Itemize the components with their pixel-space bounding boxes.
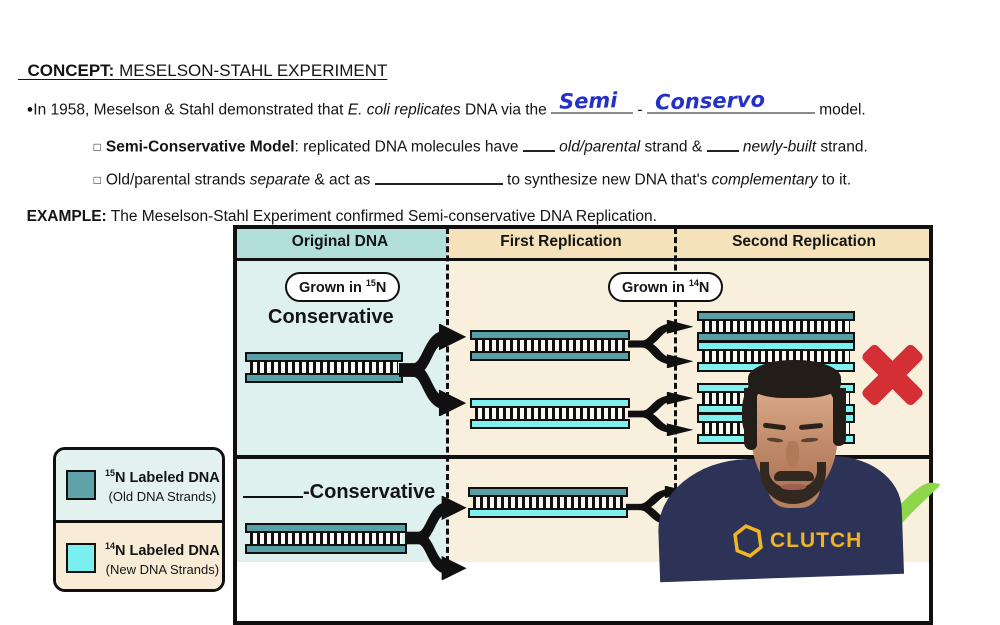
line1-post: model. <box>814 101 866 119</box>
dot-bullet-icon: ● <box>26 103 34 116</box>
dna-second-rep-new-new-3 <box>697 413 855 444</box>
concept-heading: CONCEPT: MESELSON-STAHL EXPERIMENT <box>18 38 387 82</box>
sub1-italic2: newly-built <box>742 138 817 156</box>
bullet-line-1958: ●In 1958, Meselson & Stahl demonstrated … <box>18 74 866 121</box>
replication-fork-arrow <box>626 486 692 528</box>
legend-item-14n: 14N Labeled DNA (New DNA Strands) <box>56 523 222 589</box>
fill-in-blank-2: Conservo <box>646 88 815 115</box>
dna-first-rep-new-new <box>470 398 630 429</box>
header-second-replication: Second Replication <box>675 225 933 258</box>
header-label: Second Replication <box>732 232 876 250</box>
replication-fork-arrow <box>399 324 467 416</box>
sub1-post: strand. <box>816 138 868 156</box>
sub2-mid: & act as <box>310 171 375 189</box>
row-label-conservative: Conservative <box>268 306 394 328</box>
sub2-pre: Old/parental strands <box>105 171 250 189</box>
dna-original2-old-old <box>245 523 407 554</box>
sub-bullet-model: □ Semi-Conservative Model: replicated DNA… <box>85 112 868 159</box>
dna-first-rep-hybrid <box>468 487 628 518</box>
header-label: Original DNA <box>291 232 389 250</box>
square-bullet-icon: □ <box>93 172 101 187</box>
legend-subtitle: (New DNA Strands) <box>105 562 220 578</box>
grown-in-15n-pill: Grown in 15N <box>285 272 401 302</box>
blank-semi <box>243 476 303 498</box>
header-first-replication: First Replication <box>447 225 675 258</box>
original-dna-column-bg <box>233 258 447 562</box>
line1-text: In 1958, Meselson & Stahl demonstrated t… <box>33 101 348 119</box>
sub1-mid1: : replicated DNA molecules have <box>294 138 523 156</box>
sub1-bold: Semi-Conservative Model <box>105 138 295 156</box>
legend-title: N Labeled DNA <box>115 542 220 559</box>
blank-template <box>374 167 503 185</box>
replication-fork-arrow <box>628 392 694 436</box>
grown-in-14n-pill: Grown in 14N <box>608 272 724 302</box>
concept-label: CONCEPT: <box>27 61 115 80</box>
fill-in-blank-1: Semi <box>551 89 634 115</box>
sub2-italic2: complementary <box>711 171 818 189</box>
sub2-end: to it. <box>817 171 852 189</box>
example-label: EXAMPLE: <box>26 208 107 225</box>
sub2-post: to synthesize new DNA that's <box>502 171 712 189</box>
old-dna-swatch-icon <box>66 470 96 500</box>
line1-dash: - <box>633 101 647 119</box>
handwritten-conservo: Conservo <box>654 87 766 115</box>
replication-fork-arrow <box>628 320 694 368</box>
example-text: The Meselson-Stahl Experiment confirmed … <box>106 208 657 225</box>
line1-mid: DNA via the <box>460 101 552 119</box>
blank-new-count <box>706 134 739 152</box>
row-label-semi-conservative: -Conservative <box>243 476 435 504</box>
green-check-icon: ✔ <box>862 448 955 568</box>
sub1-italic1: old/parental <box>559 138 641 156</box>
sub-bullet-strands: □ Old/parental strands separate & act as … <box>85 145 852 192</box>
legend-subtitle: (Old DNA Strands) <box>108 489 217 505</box>
row-divider-line <box>233 455 933 459</box>
dna-second-rep-new-new-1 <box>697 341 855 372</box>
sub1-mid2: strand & <box>640 138 707 156</box>
header-label: First Replication <box>500 232 622 250</box>
legend-item-15n: 15N Labeled DNA (Old DNA Strands) <box>56 450 222 523</box>
blank-old-count <box>522 134 555 152</box>
header-divider-line <box>233 258 933 261</box>
dna-first-rep-old-old <box>470 330 630 361</box>
concept-title: MESELSON-STAHL EXPERIMENT <box>114 61 388 80</box>
dna-original-old-old <box>245 352 403 383</box>
example-line: EXAMPLE: The Meselson-Stahl Experiment c… <box>18 184 657 228</box>
handwritten-semi: Semi <box>558 88 618 115</box>
header-original-dna: Original DNA <box>233 225 447 258</box>
sub2-italic1: separate <box>249 171 311 189</box>
dna-second-rep-old-old <box>697 311 855 342</box>
replication-fork-arrow <box>405 496 467 580</box>
legend-title: N Labeled DNA <box>115 469 220 486</box>
dna-legend: 15N Labeled DNA (Old DNA Strands) 14N La… <box>53 447 225 592</box>
dna-second-rep-new-new-2 <box>697 383 855 414</box>
new-dna-swatch-icon <box>66 543 96 573</box>
line1-italic: E. coli replicates <box>347 101 461 119</box>
square-bullet-icon: □ <box>93 139 101 154</box>
